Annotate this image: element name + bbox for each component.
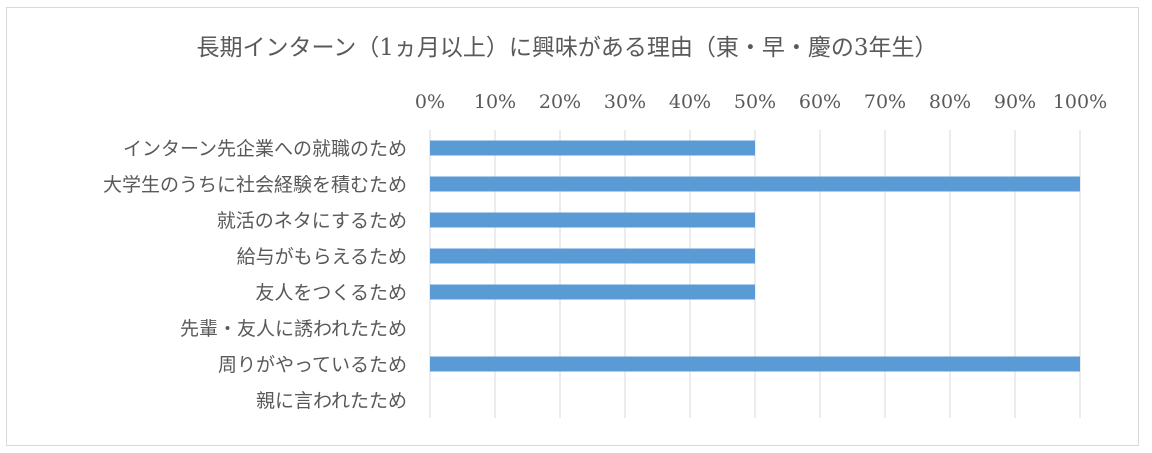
x-tick-label: 0% [415, 91, 445, 113]
x-tick-label: 50% [734, 91, 776, 113]
x-axis-ticks: 0% 10% 20% 30% 40% 50% 60% 70% 80% 90% 100% [415, 91, 1107, 113]
category-label: 親に言われたため [256, 390, 407, 412]
bar [430, 356, 1080, 372]
x-tick-label: 20% [539, 91, 581, 113]
category-label: 友人をつくるため [255, 282, 407, 304]
x-tick-label: 10% [474, 91, 516, 113]
bar [430, 212, 755, 228]
gridlines [429, 130, 1081, 418]
category-labels: インターン先企業への就職のため大学生のうちに社会経験を積むため就活のネタにするた… [103, 138, 407, 412]
bar [430, 140, 755, 156]
category-label: 周りがやっているため [218, 354, 407, 376]
chart-title: 長期インターン（1ヵ月以上）に興味がある理由（東・早・慶の3年生） [196, 35, 937, 61]
category-label: 給与がもらえるため [237, 246, 407, 268]
category-label: インターン先企業への就職のため [123, 138, 407, 160]
bar [430, 284, 755, 300]
x-tick-label: 70% [864, 91, 906, 113]
x-tick-label: 100% [1053, 91, 1107, 113]
category-label: 先輩・友人に誘われたため [180, 318, 407, 340]
x-tick-label: 30% [604, 91, 646, 113]
bars [430, 140, 1080, 372]
x-tick-label: 90% [994, 91, 1036, 113]
x-tick-label: 80% [929, 91, 971, 113]
bar [430, 176, 1080, 192]
bar [430, 248, 755, 264]
x-tick-label: 60% [799, 91, 841, 113]
category-label: 大学生のうちに社会経験を積むため [103, 174, 407, 196]
category-label: 就活のネタにするため [217, 210, 407, 232]
x-tick-label: 40% [669, 91, 711, 113]
